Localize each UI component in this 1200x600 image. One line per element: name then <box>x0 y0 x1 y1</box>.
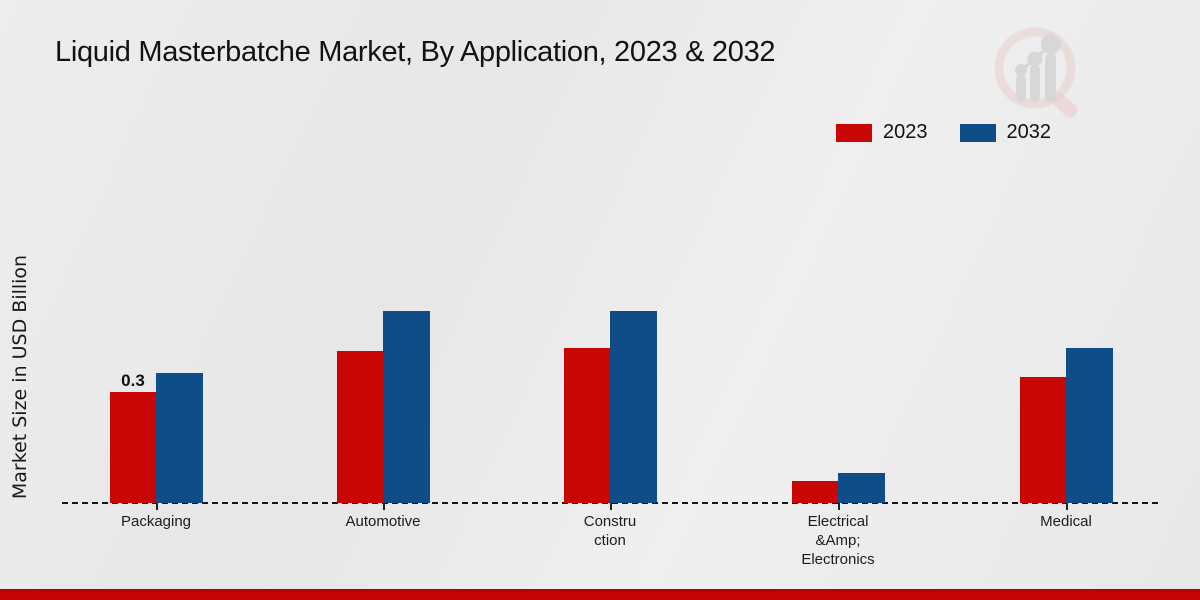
bottom-accent-bar <box>0 589 1200 600</box>
x-axis-tick <box>610 503 612 510</box>
x-axis-tick <box>156 503 158 510</box>
category-label: Constru ction <box>583 513 637 549</box>
category-label: Medical <box>1040 513 1092 530</box>
legend-item-2032: 2032 <box>959 121 1052 144</box>
chart-title: Liquid Masterbatche Market, By Applicati… <box>55 36 776 68</box>
bar-2023-medical <box>1020 377 1066 503</box>
category-label: Electrical &Amp; Electronics <box>801 513 875 568</box>
legend-label-2023: 2023 <box>883 121 928 143</box>
category-label: Packaging <box>120 513 192 530</box>
bar-2032-packaging <box>156 373 203 503</box>
bar-value-label: 0.3 <box>121 371 145 390</box>
category-label: Automotive <box>345 513 421 530</box>
x-axis-tick <box>838 503 840 510</box>
legend-swatch-2023 <box>836 123 872 142</box>
legend-label-2032: 2032 <box>1006 121 1052 143</box>
bar-2023-electrical-amp-electronics <box>792 481 838 503</box>
magnifier-bar-chart-watermark-icon <box>994 27 1078 118</box>
x-axis-tick <box>1066 503 1068 510</box>
bar-2032-electrical-amp-electronics <box>838 473 885 503</box>
bar-2023-packaging <box>110 392 156 503</box>
x-axis-tick <box>383 503 385 510</box>
y-axis-label: Market Size in USD Billion <box>9 254 31 500</box>
bar-2023-automotive <box>337 351 383 503</box>
bar-2032-construction <box>610 311 657 503</box>
bar-2023-construction <box>564 348 610 503</box>
bar-2032-automotive <box>383 311 430 503</box>
legend-swatch-2032 <box>959 123 996 142</box>
legend: 2023 2032 <box>836 121 1051 144</box>
bar-2032-medical <box>1066 348 1113 503</box>
legend-item-2023: 2023 <box>836 121 928 144</box>
